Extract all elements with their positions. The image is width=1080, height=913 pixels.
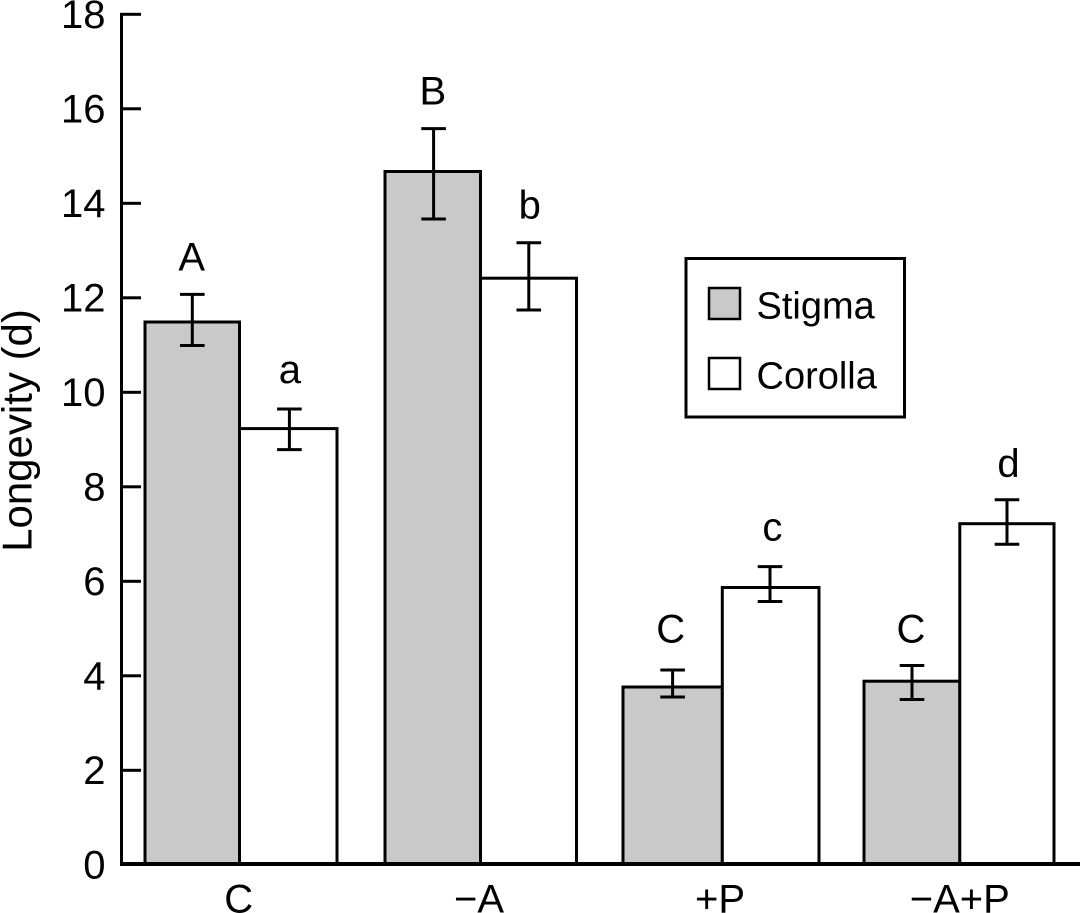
svg-text:d: d — [997, 442, 1019, 486]
svg-text:14: 14 — [61, 182, 106, 226]
svg-text:0: 0 — [83, 843, 105, 887]
svg-text:Longevity (d): Longevity (d) — [0, 309, 41, 552]
svg-text:c: c — [762, 506, 782, 550]
svg-text:Corolla: Corolla — [757, 355, 878, 397]
svg-text:C: C — [224, 877, 253, 913]
svg-text:+P: +P — [695, 877, 745, 913]
svg-text:18: 18 — [61, 0, 106, 37]
svg-text:a: a — [279, 348, 302, 392]
svg-text:B: B — [420, 70, 447, 114]
svg-text:C: C — [897, 607, 926, 651]
svg-text:A: A — [178, 235, 205, 279]
svg-text:2: 2 — [83, 749, 105, 793]
svg-text:4: 4 — [83, 654, 105, 698]
svg-text:−A: −A — [454, 877, 504, 913]
svg-text:−A+P: −A+P — [910, 877, 1010, 913]
svg-text:Stigma: Stigma — [757, 285, 876, 327]
svg-text:16: 16 — [61, 87, 106, 131]
svg-text:10: 10 — [61, 371, 106, 415]
svg-text:8: 8 — [83, 465, 105, 509]
svg-text:b: b — [519, 184, 541, 228]
svg-text:12: 12 — [61, 276, 106, 320]
svg-text:6: 6 — [83, 560, 105, 604]
svg-text:C: C — [656, 607, 685, 651]
